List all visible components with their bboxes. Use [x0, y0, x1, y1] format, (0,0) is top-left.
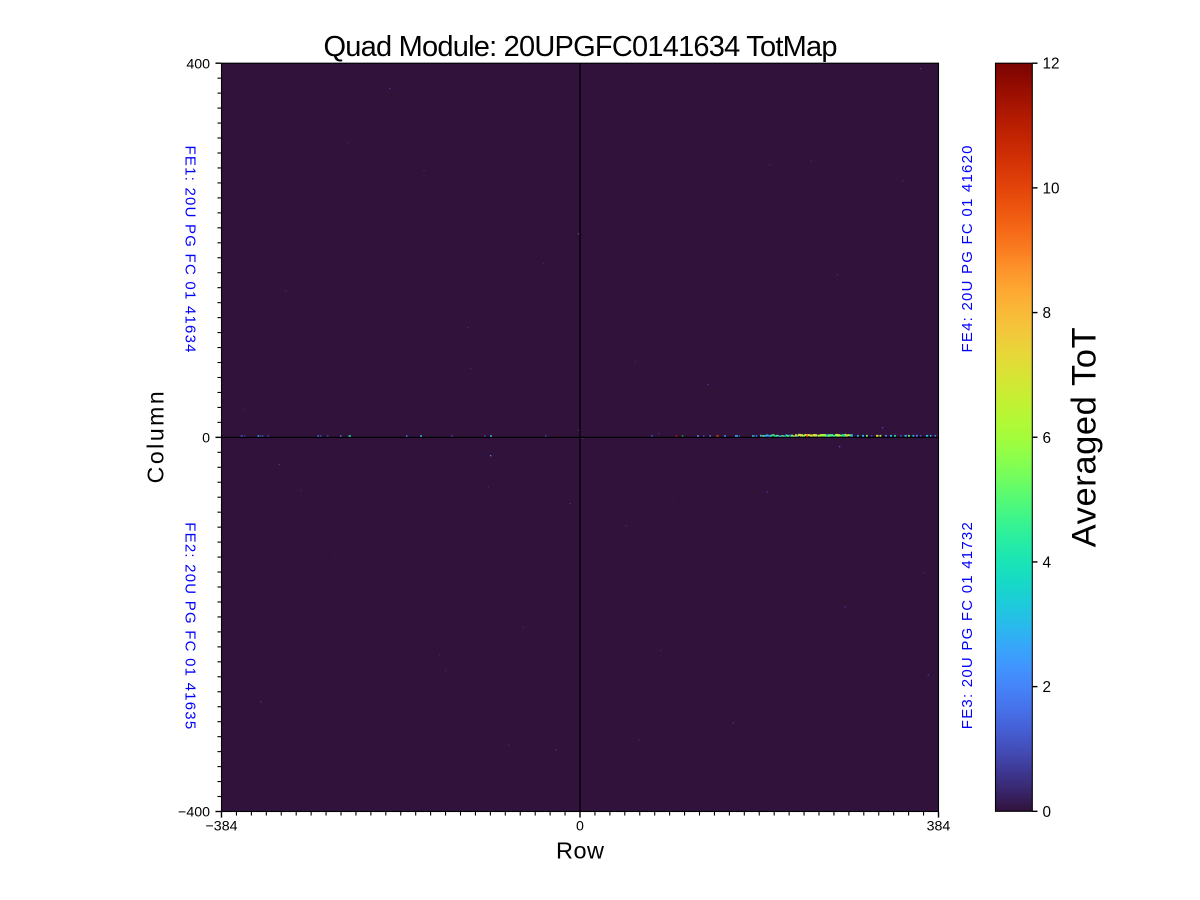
svg-text:4: 4 [1043, 554, 1052, 571]
svg-text:384: 384 [927, 819, 951, 835]
svg-text:−384: −384 [206, 819, 238, 835]
svg-text:FE4: 20U PG FC 01 41620: FE4: 20U PG FC 01 41620 [959, 146, 976, 353]
svg-text:Quad Module: 20UPGFC0141634 To: Quad Module: 20UPGFC0141634 TotMap [324, 31, 838, 63]
svg-text:Averaged ToT: Averaged ToT [1066, 327, 1104, 547]
svg-text:0: 0 [202, 431, 210, 447]
svg-text:−400: −400 [178, 805, 210, 821]
svg-text:8: 8 [1043, 305, 1052, 322]
svg-text:Column: Column [143, 391, 169, 483]
svg-text:6: 6 [1043, 430, 1052, 447]
svg-text:0: 0 [576, 819, 584, 835]
svg-text:0: 0 [1043, 804, 1052, 821]
svg-text:Row: Row [556, 838, 605, 864]
svg-text:FE2: 20U PG FC 01 41635: FE2: 20U PG FC 01 41635 [182, 522, 199, 729]
svg-text:10: 10 [1043, 180, 1060, 197]
svg-text:2: 2 [1043, 679, 1052, 696]
svg-text:FE1: 20U PG FC 01 41634: FE1: 20U PG FC 01 41634 [182, 146, 199, 353]
svg-text:400: 400 [186, 56, 210, 72]
svg-text:FE3: 20U PG FC 01 41732: FE3: 20U PG FC 01 41732 [959, 522, 976, 729]
svg-text:12: 12 [1043, 56, 1060, 73]
